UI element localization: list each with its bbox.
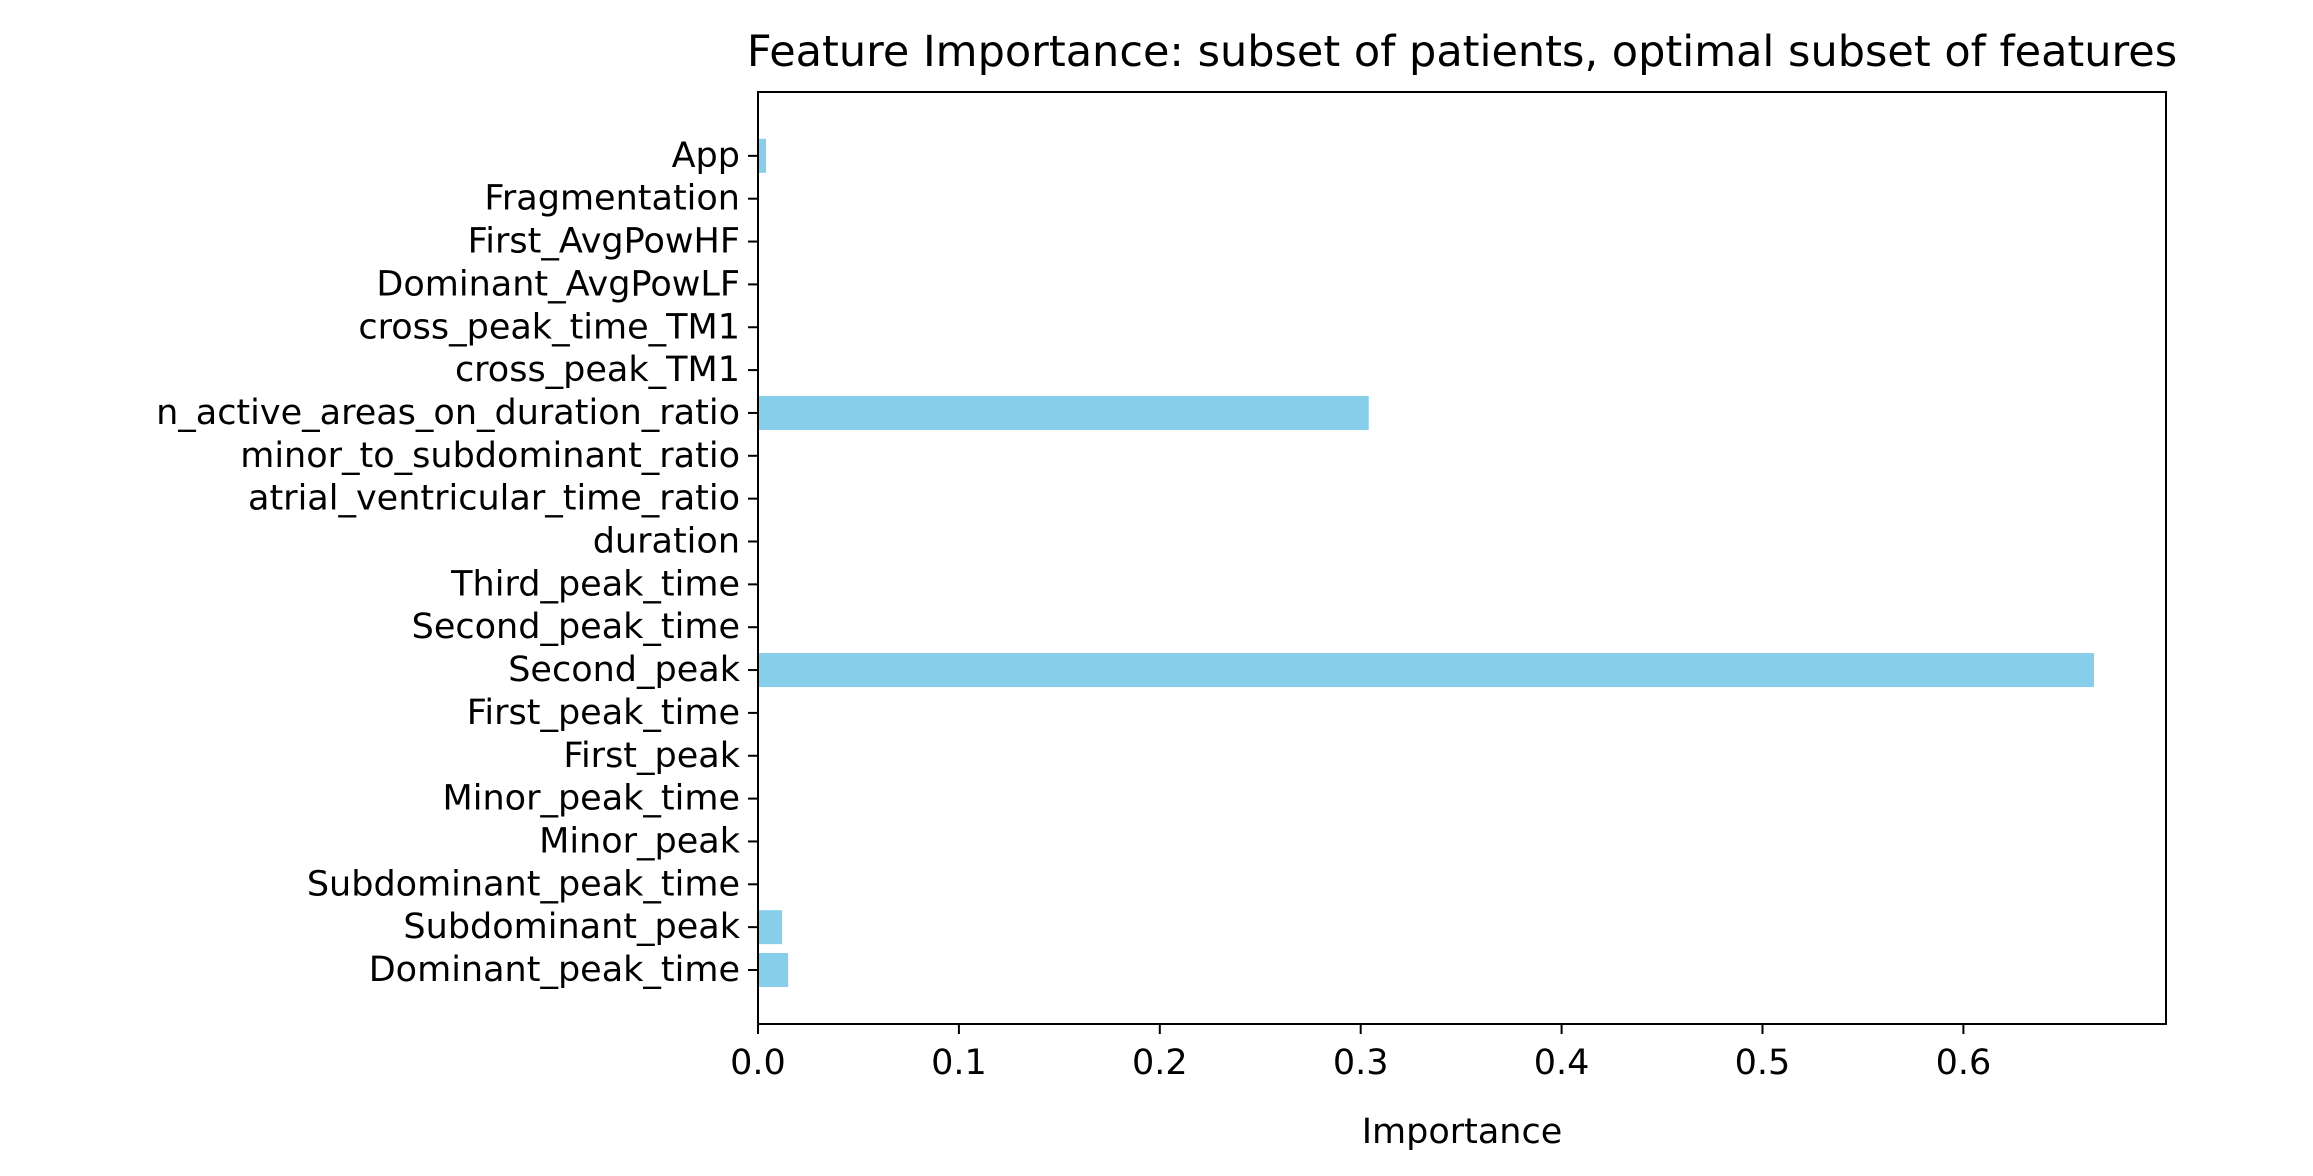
- bar-n-active-areas-on-duration-ratio: [758, 395, 1369, 430]
- bar-app: [758, 138, 767, 173]
- bar-second-peak: [758, 653, 2094, 688]
- y-tick-label-first-peak: First_peak: [563, 736, 740, 776]
- x-axis-label: Importance: [1362, 1112, 1563, 1152]
- y-tick-label-cross-peak-time-tm1: cross_peak_time_TM1: [358, 307, 740, 347]
- y-tick-label-minor-peak-time: Minor_peak_time: [443, 779, 740, 819]
- y-tick-label-n-active-areas-on-duration-ratio: n_active_areas_on_duration_ratio: [156, 393, 740, 433]
- y-tick-label-duration: duration: [593, 522, 740, 562]
- plot-frame: [757, 91, 2167, 1025]
- y-tick-label-app: App: [672, 136, 740, 176]
- chart-title: Feature Importance: subset of patients, …: [747, 27, 2177, 77]
- y-axis-ticks: Dominant_peak_timeSubdominant_peakSubdom…: [156, 136, 758, 990]
- x-tick-label: 0.2: [1132, 1043, 1188, 1083]
- y-tick-label-cross-peak-tm1: cross_peak_TM1: [455, 350, 740, 390]
- x-axis-ticks: 0.0 0.1 0.2 0.3 0.4 0.5 0.6: [730, 1024, 1991, 1083]
- y-tick-label-second-peak: Second_peak: [508, 650, 741, 690]
- y-tick-label-second-peak-time: Second_peak_time: [412, 607, 740, 647]
- y-tick-label-dominant-peak-time: Dominant_peak_time: [369, 950, 740, 990]
- bar-subdominant-peak: [758, 910, 783, 945]
- x-tick-label: 0.4: [1534, 1043, 1590, 1083]
- y-tick-label-fragmentation: Fragmentation: [484, 179, 740, 219]
- y-tick-label-first-peak-time: First_peak_time: [467, 693, 740, 733]
- y-tick-label-first-avgpowhf: First_AvgPowHF: [468, 222, 740, 262]
- y-tick-label-minor-to-subdominant-ratio: minor_to_subdominant_ratio: [240, 436, 740, 476]
- y-tick-label-dominant-avgpowlf: Dominant_AvgPowLF: [376, 264, 740, 304]
- y-tick-label-third-peak-time: Third_peak_time: [450, 564, 740, 604]
- x-tick-label: 0.5: [1735, 1043, 1791, 1083]
- y-tick-label-atrial-ventricular-time-ratio: atrial_ventricular_time_ratio: [248, 479, 740, 519]
- x-tick-label: 0.1: [931, 1043, 987, 1083]
- x-tick-label: 0.6: [1936, 1043, 1992, 1083]
- bar-group: [758, 138, 2094, 987]
- x-tick-label: 0.0: [730, 1043, 786, 1083]
- bar-dominant-peak-time: [758, 953, 789, 987]
- y-tick-label-subdominant-peak: Subdominant_peak: [403, 907, 740, 947]
- x-tick-label: 0.3: [1333, 1043, 1389, 1083]
- y-tick-label-minor-peak: Minor_peak: [539, 821, 741, 861]
- y-tick-label-subdominant-peak-time: Subdominant_peak_time: [307, 864, 740, 904]
